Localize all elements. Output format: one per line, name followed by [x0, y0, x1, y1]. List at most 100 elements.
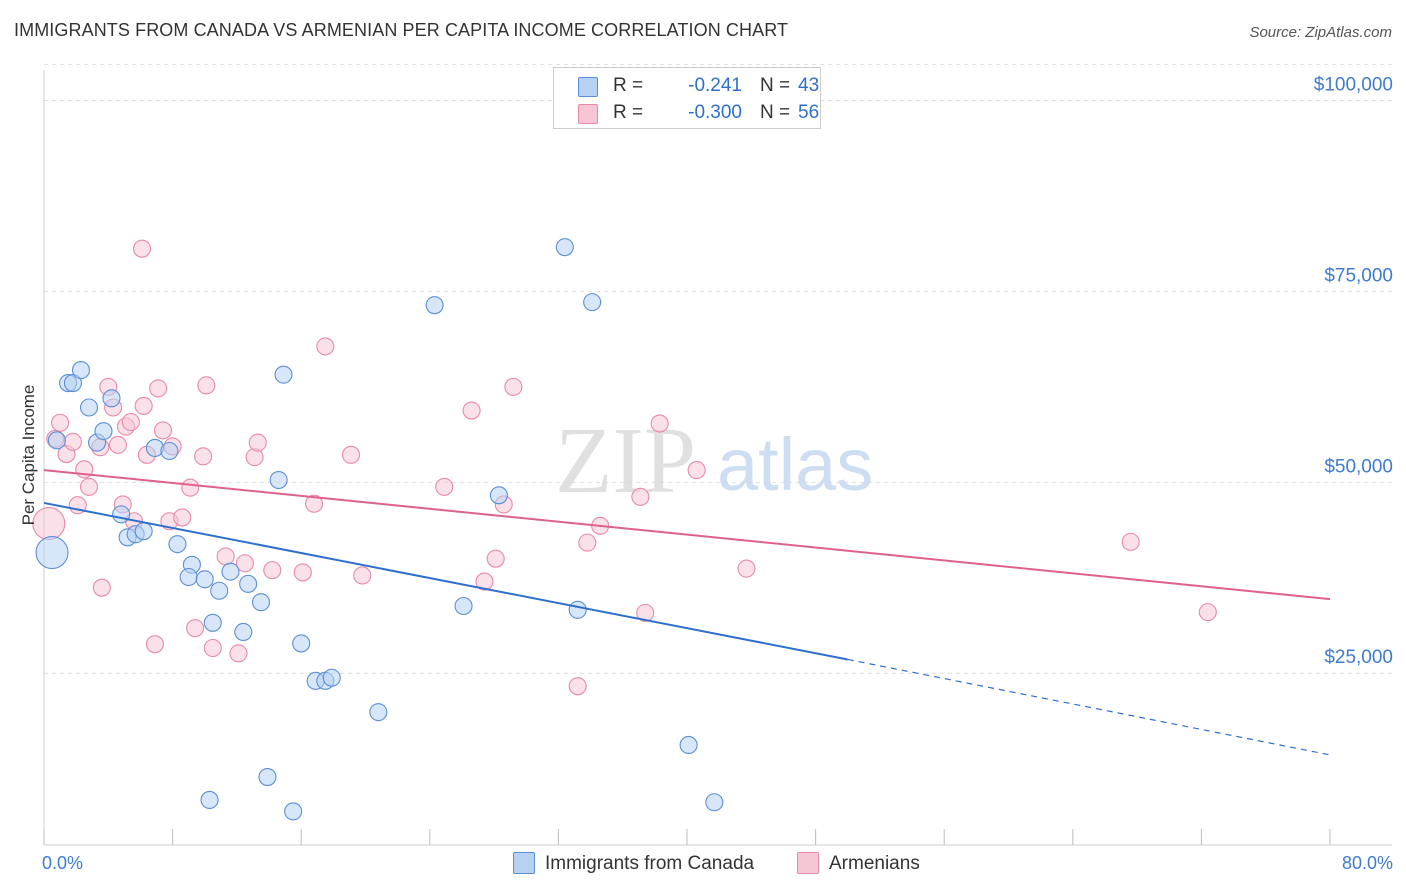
axes	[43, 70, 1392, 846]
canada-point	[239, 574, 258, 593]
canada-point	[274, 365, 293, 384]
trend-lines	[43, 469, 1331, 756]
series-legend-armenians: Armenians	[797, 852, 920, 875]
armenian-point	[435, 477, 454, 496]
armenian-point	[134, 396, 153, 416]
armenian-point	[216, 547, 235, 566]
canada-point	[179, 567, 198, 587]
armenian-point	[1198, 603, 1217, 622]
canada-point	[168, 535, 187, 554]
armenian-point	[462, 401, 481, 420]
legend-swatch-canada	[578, 77, 598, 97]
x-tick-label-min: 0.0%	[42, 853, 83, 873]
x-tick-label-max: 80.0%	[1342, 853, 1393, 873]
canada-point	[134, 522, 153, 541]
armenian-point	[121, 412, 140, 432]
armenian-point	[248, 433, 267, 452]
canada-point	[258, 767, 277, 787]
armenian-point	[63, 432, 82, 451]
canada-point	[369, 703, 388, 722]
canada-point	[705, 793, 724, 812]
canada-point	[94, 422, 113, 441]
watermark-zip: ZIP	[555, 409, 696, 513]
series-label-canada: Immigrants from Canada	[545, 853, 755, 874]
armenian-point	[203, 638, 222, 658]
series-swatch-armenians	[797, 852, 819, 874]
canada-point	[489, 486, 508, 505]
canada-point	[47, 431, 66, 450]
legend-r-label: R =	[613, 75, 644, 96]
armenian-point	[316, 337, 335, 356]
canada-point	[221, 562, 240, 581]
legend-r-value: -0.300	[688, 102, 742, 123]
armenian-point	[486, 549, 505, 568]
armenian-point	[173, 508, 192, 527]
legend-n-label: N =	[760, 75, 791, 96]
armenian-point	[263, 561, 282, 580]
armenian-point	[194, 447, 213, 466]
armenian-point	[145, 635, 164, 654]
y-axis-label: Per Capita Income	[19, 384, 38, 526]
canada-point	[251, 593, 271, 612]
y-tick-label: $50,000	[1324, 456, 1393, 477]
armenian-point	[229, 644, 248, 663]
armenian-point	[79, 477, 99, 496]
armenian-point	[305, 494, 324, 513]
canada-point	[195, 570, 214, 589]
canada-point	[555, 238, 574, 257]
canada-point	[269, 470, 288, 490]
zipatlas-watermark: ZIP atlas	[555, 409, 873, 513]
canada-point	[200, 790, 219, 810]
armenian-point	[153, 421, 173, 440]
armenian-point	[181, 478, 200, 497]
canada-point	[284, 802, 303, 821]
canada-point	[112, 505, 131, 524]
legend-r-label: R =	[613, 102, 644, 123]
armenian-point	[504, 377, 523, 396]
armenian-point	[353, 566, 372, 585]
chart-title: IMMIGRANTS FROM CANADA VS ARMENIAN PER C…	[14, 20, 789, 40]
canada-point	[71, 361, 91, 380]
armenian-point	[687, 461, 706, 480]
armenian-point	[92, 578, 111, 597]
series-swatch-canada	[513, 852, 535, 874]
legend-n-value: 56	[798, 102, 820, 123]
y-axis-tick-labels: $25,000 $50,000 $75,000 $100,000	[1314, 75, 1393, 669]
armenian-trend-line	[43, 469, 1331, 601]
canada-point	[292, 634, 311, 653]
canada-point	[35, 536, 69, 570]
canada-point	[679, 735, 698, 755]
canada-point	[102, 389, 121, 408]
y-tick-label: $25,000	[1324, 647, 1393, 668]
canada-point	[203, 613, 222, 632]
canada-point	[210, 581, 229, 600]
canada-point	[63, 374, 82, 393]
armenian-point	[631, 487, 650, 506]
legend-swatch-armenians	[578, 104, 598, 124]
legend-n-value: 43	[798, 75, 820, 96]
correlation-legend: R = -0.241 N = 43 R = -0.300 N = 56	[553, 67, 821, 129]
chart-source: Source: ZipAtlas.com	[1249, 24, 1392, 41]
canada-point	[79, 398, 99, 417]
armenian-point	[568, 677, 587, 696]
armenian-point	[149, 379, 168, 398]
y-tick-label: $75,000	[1324, 265, 1393, 286]
armenian-point	[636, 603, 655, 622]
canada-point	[454, 596, 473, 616]
armenian-point	[293, 563, 312, 582]
armenian-point	[51, 413, 70, 432]
canada-trend-line-extension	[847, 658, 1331, 756]
series-legend-canada: Immigrants from Canada	[513, 852, 754, 875]
armenian-point	[133, 239, 152, 258]
x-axis-tick-labels: 0.0% 80.0%	[42, 853, 1393, 873]
legend-r-value: -0.241	[688, 75, 742, 96]
armenian-point	[108, 435, 127, 454]
canada-point	[322, 668, 341, 687]
armenian-point	[186, 619, 205, 638]
canada-trend-line	[43, 501, 848, 661]
armenian-point	[475, 572, 494, 591]
canada-point	[568, 600, 587, 619]
armenian-point	[197, 376, 216, 395]
armenian-point	[341, 445, 361, 464]
